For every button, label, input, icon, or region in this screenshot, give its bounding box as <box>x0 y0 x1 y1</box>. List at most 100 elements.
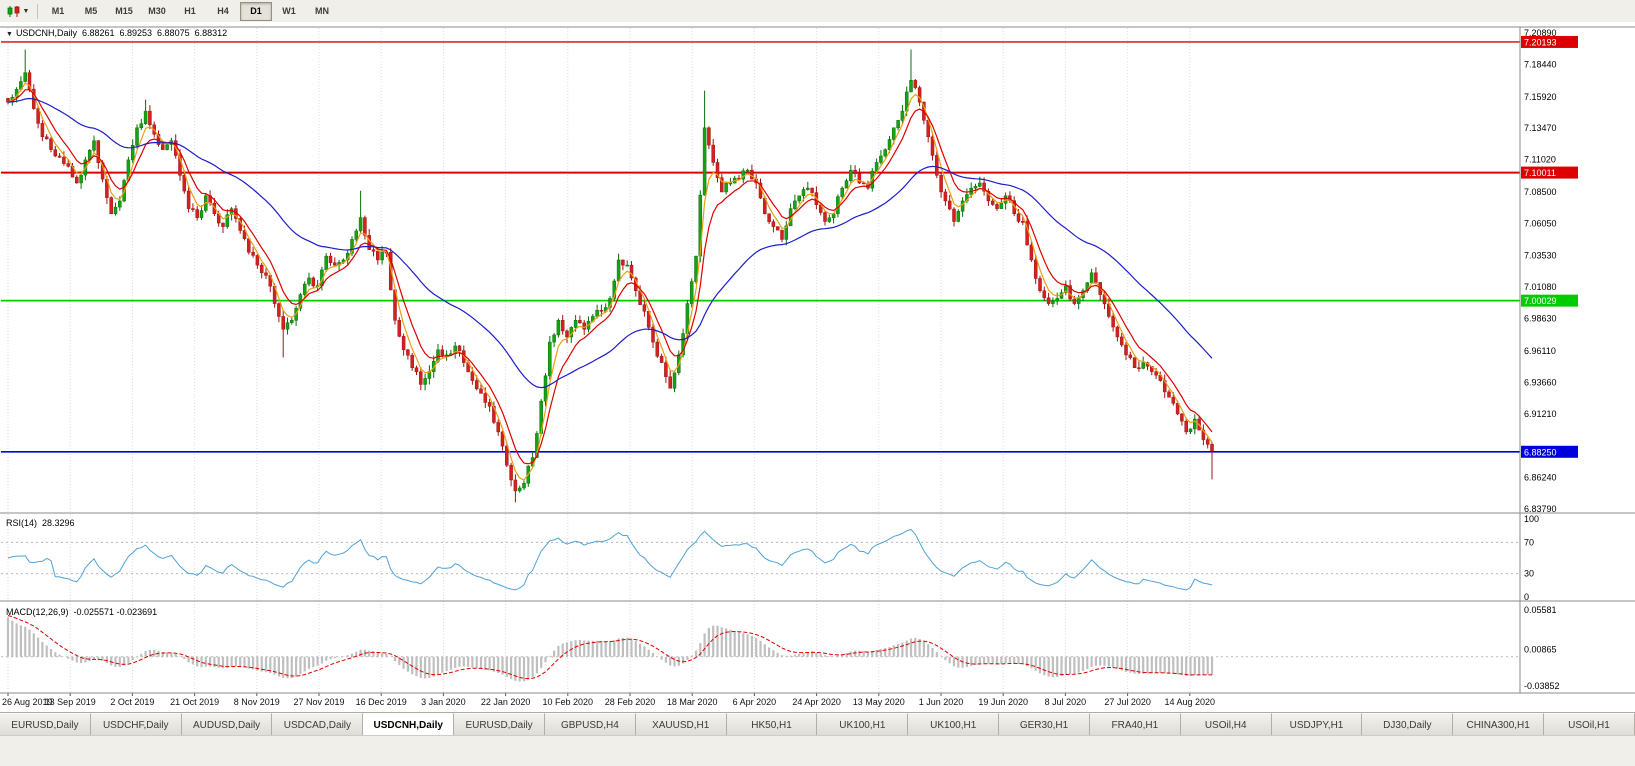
macd-title: MACD(12,26,9) -0.025571 -0.023691 <box>6 607 157 617</box>
price-axis-label: 7.06050 <box>1524 218 1557 228</box>
price-axis-label: 7.08500 <box>1524 187 1557 197</box>
price-axis-label: 7.15920 <box>1524 92 1557 102</box>
price-axis-label: 6.86240 <box>1524 473 1557 483</box>
chart-tab-8-hk50-h1[interactable]: HK50,H1 <box>726 713 818 736</box>
macd-axis-label: 0.05581 <box>1524 605 1557 615</box>
ma-line-slow-ma <box>7 97 1213 389</box>
date-label: 27 Nov 2019 <box>293 697 344 707</box>
svg-text:6.88250: 6.88250 <box>1524 447 1557 457</box>
price-axis-label: 7.03530 <box>1524 251 1557 261</box>
date-label: 13 May 2020 <box>853 697 905 707</box>
chart-tab-11-ger30-h1[interactable]: GER30,H1 <box>999 713 1090 736</box>
date-label: 8 Nov 2019 <box>234 697 280 707</box>
timeframe-button-d1[interactable]: D1 <box>240 1 272 21</box>
price-axis-label: 6.98630 <box>1524 314 1557 324</box>
date-label: 6 Apr 2020 <box>733 697 777 707</box>
chart-tab-6-gbpusd-h4[interactable]: GBPUSD,H4 <box>544 713 636 736</box>
ma-line-mid-ma <box>7 89 1213 465</box>
svg-text:7.10011: 7.10011 <box>1524 168 1556 178</box>
rsi-line <box>7 528 1213 591</box>
price-axis-label: 7.13470 <box>1524 123 1557 133</box>
chart-tab-9-uk100-h1[interactable]: UK100,H1 <box>817 713 909 736</box>
chart-tab-13-usoil-h4[interactable]: USOil,H4 <box>1180 713 1272 736</box>
level-price-tag-7.20193: 7.20193 <box>1521 35 1578 48</box>
chevron-down-icon: ▼ <box>22 7 30 15</box>
date-label: 26 Aug 2019 <box>2 697 53 707</box>
chart-title: USDCNH,Daily <box>15 28 77 38</box>
ohlc-high: 6.89253 <box>119 28 153 38</box>
chart-tab-2-audusd-daily[interactable]: AUDUSD,Daily <box>181 713 273 736</box>
date-label: 8 Jul 2020 <box>1045 697 1087 707</box>
chart-tab-15-dj30-daily[interactable]: DJ30,Daily <box>1362 713 1454 736</box>
rsi-title: RSI(14) 28.3296 <box>6 518 75 528</box>
level-lines-layer <box>1 41 1520 453</box>
chart-title-bar: ▼ USDCNH,Daily 6.88261 6.89253 6.88075 6.8831… <box>6 28 227 38</box>
rsi-axis-label: 70 <box>1524 537 1534 547</box>
macd-histogram <box>6 617 1214 682</box>
date-label: 21 Oct 2019 <box>170 697 219 707</box>
macd-axis-label: -0.03852 <box>1524 681 1560 691</box>
date-label: 1 Jun 2020 <box>919 697 964 707</box>
price-axis-label: 6.93660 <box>1524 377 1557 387</box>
chart-tab-10-uk100-h1[interactable]: UK100,H1 <box>908 713 1000 736</box>
date-label: 19 Jun 2020 <box>978 697 1028 707</box>
pane-borders <box>0 26 1635 694</box>
svg-text:7.00029: 7.00029 <box>1524 296 1557 306</box>
collapse-chart-icon[interactable]: ▼ <box>6 31 13 38</box>
chart-tab-12-fra40-h1[interactable]: FRA40,H1 <box>1089 713 1181 736</box>
date-label: 27 Jul 2020 <box>1104 697 1151 707</box>
date-label: 3 Jan 2020 <box>421 697 466 707</box>
date-label: 10 Feb 2020 <box>543 697 594 707</box>
date-label: 16 Dec 2019 <box>356 697 407 707</box>
chart-tab-3-usdcad-daily[interactable]: USDCAD,Daily <box>272 713 364 736</box>
toolbar-separator <box>37 3 38 19</box>
chart-tab-17-usoil-h1[interactable]: USOil,H1 <box>1544 713 1635 736</box>
macd-signal-line <box>7 615 1213 680</box>
rsi-axis-label: 30 <box>1524 569 1534 579</box>
ma-line-fast-ma <box>7 82 1213 481</box>
chart-tab-0-eurusd-daily[interactable]: EURUSD,Daily <box>0 713 91 736</box>
date-label: 13 Sep 2019 <box>45 697 96 707</box>
price-axis-label: 6.96110 <box>1524 346 1556 356</box>
chart-tab-16-china300-h1[interactable]: CHINA300,H1 <box>1453 713 1545 736</box>
level-price-tag-7.00029: 7.00029 <box>1521 294 1578 307</box>
chart-dropdown-icon[interactable]: ▼ <box>3 2 33 20</box>
date-label: 18 Mar 2020 <box>667 697 718 707</box>
price-axis-label: 7.20890 <box>1524 28 1557 38</box>
date-label: 2 Oct 2019 <box>110 697 154 707</box>
price-axis-label: 7.18440 <box>1524 59 1557 69</box>
price-axis-label: 7.01080 <box>1524 282 1557 292</box>
macd-pane <box>1 615 1520 682</box>
date-label: 28 Feb 2020 <box>605 697 656 707</box>
chart-tab-7-xauusd-h1[interactable]: XAUUSD,H1 <box>635 713 727 736</box>
rsi-axis-label: 0 <box>1524 592 1529 602</box>
price-axis-label: 6.91210 <box>1524 409 1557 419</box>
macd-label: MACD(12,26,9) <box>6 607 69 617</box>
timeframe-button-m5[interactable]: M5 <box>84 6 98 16</box>
chart-tab-1-usdchf-daily[interactable]: USDCHF,Daily <box>90 713 182 736</box>
rsi-label: RSI(14) <box>6 518 38 528</box>
timeframe-button-h4[interactable]: H4 <box>217 6 229 16</box>
timeframe-button-m30[interactable]: M30 <box>148 6 166 16</box>
timeframe-button-m1[interactable]: M1 <box>51 6 65 16</box>
chart-tab-14-usdjpy-h1[interactable]: USDJPY,H1 <box>1271 713 1363 736</box>
rsi-axis-label: 100 <box>1524 514 1539 524</box>
price-axis-label: 7.11020 <box>1524 155 1556 165</box>
chart-tab-bar: EURUSD,Daily USDCHF,Daily AUDUSD,Daily USDC… <box>0 712 1635 736</box>
chart-tab-4-usdcnh-daily[interactable]: USDCNH,Daily <box>363 713 455 736</box>
chart-tab-5-eurusd-daily[interactable]: EURUSD,Daily <box>454 713 545 736</box>
ohlc-open: 6.88261 <box>81 28 115 38</box>
timeframe-button-m15[interactable]: M15 <box>115 6 133 16</box>
timeframe-button-h1[interactable]: H1 <box>184 6 196 16</box>
date-label: 24 Apr 2020 <box>792 697 841 707</box>
svg-text:7.20193: 7.20193 <box>1524 37 1557 47</box>
chart-area[interactable]: 26 Aug 2019 13 Sep 2019 2 Oct 2019 21 Oct 2… <box>0 22 1635 712</box>
candles-layer <box>6 49 1214 503</box>
date-label: 14 Aug 2020 <box>1165 697 1216 707</box>
timeframe-buttons: M1 M5 M15 M30 H1 H4 D1 W1 MN <box>42 1 338 21</box>
timeframe-button-mn[interactable]: MN <box>315 6 329 16</box>
timeframe-button-w1[interactable]: W1 <box>282 6 296 16</box>
status-bar <box>0 735 1635 766</box>
